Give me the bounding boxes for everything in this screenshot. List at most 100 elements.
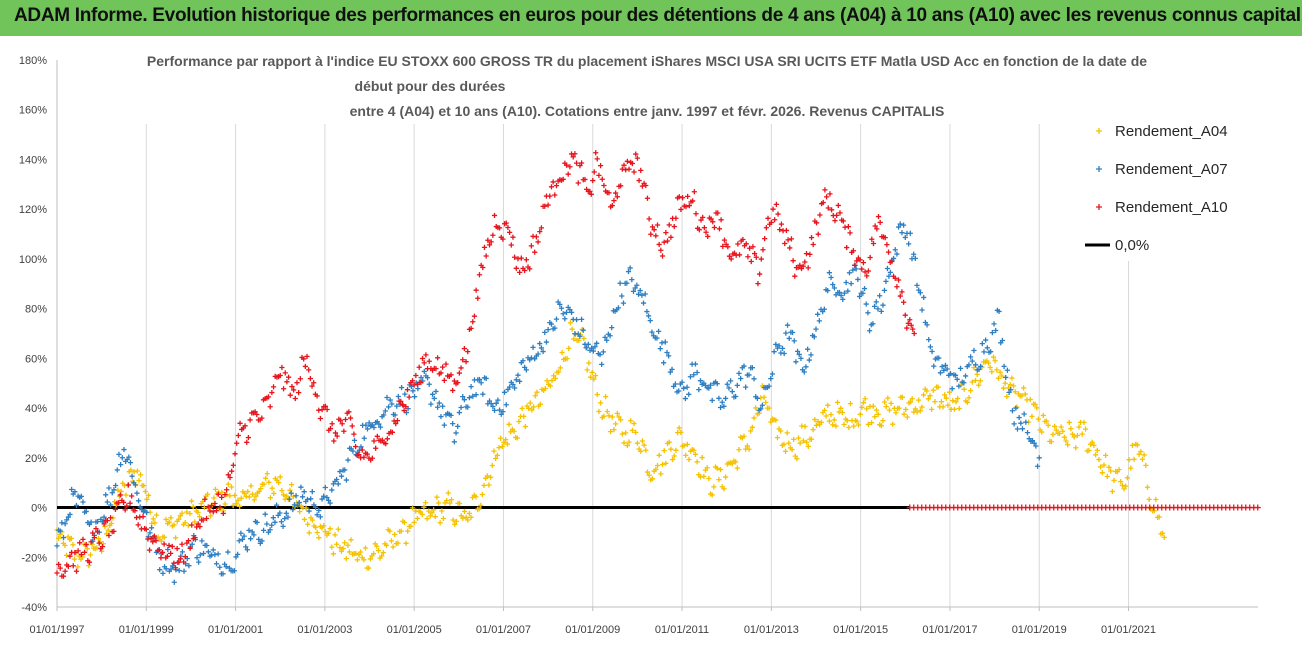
data-point	[1123, 483, 1129, 489]
data-point	[956, 405, 962, 412]
data-point	[233, 501, 239, 507]
data-point	[995, 375, 1002, 381]
data-point	[329, 421, 335, 427]
data-point	[618, 417, 624, 423]
data-point	[95, 536, 102, 542]
data-point	[549, 377, 555, 384]
data-point	[277, 372, 283, 379]
data-point	[458, 365, 464, 371]
data-point	[102, 523, 108, 530]
data-point	[1053, 427, 1059, 433]
data-point	[844, 418, 850, 424]
data-point	[912, 255, 918, 261]
data-point	[897, 293, 903, 299]
data-point	[215, 551, 221, 557]
data-point	[907, 399, 914, 405]
data-point	[949, 386, 955, 392]
data-point	[179, 549, 186, 555]
data-point	[321, 493, 327, 499]
data-point	[1036, 455, 1042, 461]
data-point	[830, 422, 836, 428]
data-point	[287, 392, 293, 398]
data-point	[806, 357, 812, 363]
data-point	[496, 225, 503, 231]
data-point	[686, 391, 692, 397]
data-point	[711, 484, 717, 490]
data-point	[857, 411, 863, 417]
data-point	[126, 454, 132, 460]
data-point	[329, 487, 335, 493]
data-point	[883, 278, 889, 284]
data-point	[701, 473, 707, 479]
data-point	[976, 382, 982, 388]
data-point	[284, 493, 290, 499]
data-point	[545, 327, 551, 333]
y-tick-label: -40%	[21, 602, 47, 614]
data-point	[613, 190, 619, 196]
data-point	[296, 499, 302, 506]
data-point	[746, 245, 753, 251]
data-point	[537, 340, 543, 347]
data-point	[597, 163, 604, 169]
data-point	[506, 421, 512, 427]
data-point	[316, 535, 322, 541]
data-point	[179, 510, 185, 516]
data-point	[803, 364, 809, 370]
data-point	[669, 456, 676, 463]
data-point	[671, 223, 677, 230]
data-point	[234, 440, 240, 446]
data-point	[1060, 428, 1066, 434]
data-point	[1008, 387, 1014, 393]
data-point	[736, 252, 743, 258]
data-point	[428, 401, 434, 407]
data-point	[649, 329, 655, 335]
data-point	[219, 489, 225, 495]
data-point	[441, 377, 447, 383]
data-point	[896, 405, 902, 411]
data-point	[638, 167, 644, 173]
data-point	[875, 411, 881, 417]
data-point	[210, 547, 216, 553]
data-point	[667, 369, 673, 375]
data-point	[170, 563, 176, 569]
data-point	[860, 400, 867, 406]
data-point	[112, 506, 119, 513]
y-tick-label: 140%	[19, 154, 47, 166]
data-point	[854, 258, 860, 264]
data-point	[653, 233, 659, 239]
data-point	[746, 372, 752, 378]
data-point	[661, 239, 667, 245]
data-point	[642, 291, 648, 297]
legend-swatch	[1096, 204, 1102, 210]
data-point	[1159, 530, 1166, 536]
data-point	[726, 385, 732, 391]
data-point	[717, 404, 724, 411]
data-point	[347, 415, 354, 421]
data-point	[181, 568, 187, 574]
data-point	[68, 535, 74, 541]
data-point	[1023, 419, 1029, 425]
data-point	[709, 397, 715, 404]
data-point	[433, 365, 439, 372]
data-point	[496, 407, 503, 413]
data-point	[676, 425, 682, 431]
data-point	[247, 417, 253, 423]
data-point	[639, 438, 646, 444]
data-point	[505, 224, 511, 231]
data-point	[488, 239, 494, 245]
data-point	[69, 486, 75, 493]
data-point	[125, 482, 132, 488]
x-tick-label: 01/01/2017	[922, 624, 977, 636]
data-point	[961, 380, 967, 386]
data-point	[363, 422, 369, 428]
data-point	[580, 327, 586, 333]
data-point	[640, 300, 647, 306]
data-point	[761, 394, 767, 400]
data-point	[484, 473, 490, 479]
data-point	[1045, 422, 1051, 428]
data-point	[797, 440, 803, 446]
data-point	[192, 535, 198, 541]
data-point	[710, 219, 716, 225]
data-point	[1029, 413, 1035, 420]
data-point	[521, 413, 527, 419]
